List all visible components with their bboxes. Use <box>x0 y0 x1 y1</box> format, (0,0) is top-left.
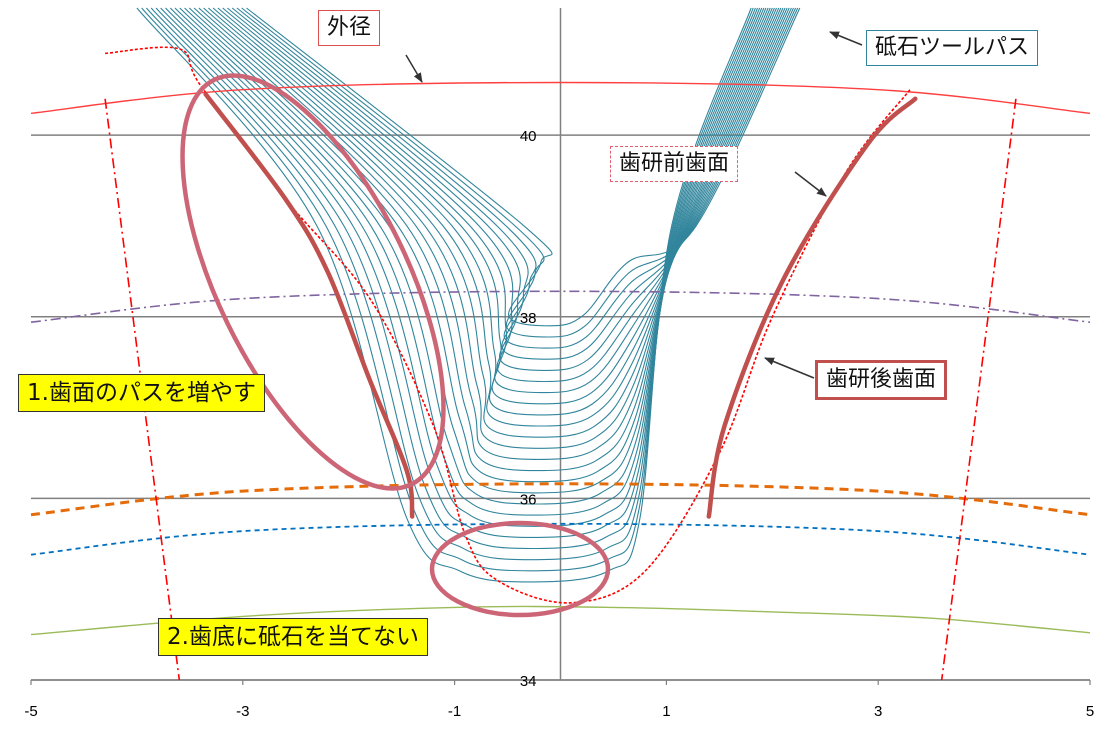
series-line-1 <box>30 290 1091 323</box>
ellipse-flank <box>180 73 446 491</box>
series-line-3 <box>30 522 1091 556</box>
tick-labels: -5 -3 -1 1 3 5 34 36 38 40 <box>24 128 1094 720</box>
y-tick-label: 40 <box>520 128 537 145</box>
series-line-0 <box>30 81 1091 114</box>
leader-post-grind <box>764 357 815 379</box>
profile-curves <box>30 46 1091 681</box>
wheel-path-curve <box>160 7 763 527</box>
wheel-path-curve <box>231 7 794 360</box>
wheel-path-curve <box>208 7 784 416</box>
wheel-path-curve <box>169 7 767 505</box>
x-tick-label: 5 <box>1086 703 1094 720</box>
wheel-path-curve <box>203 7 782 427</box>
series-line-7 <box>706 96 918 519</box>
x-tick-label: -1 <box>448 703 461 720</box>
label-pre-grind: 歯研前歯面 <box>610 146 739 182</box>
wheel-path-curve <box>179 7 771 483</box>
wheel-path-curves <box>136 7 801 583</box>
wheel-path-curve <box>155 7 761 538</box>
x-tick-label: -5 <box>24 703 37 720</box>
wheel-path-curve <box>193 7 778 449</box>
series-line-8 <box>104 98 181 681</box>
wheel-path-curve <box>217 7 788 394</box>
leader-wheel-path <box>829 31 863 46</box>
wheel-path-curve <box>198 7 780 438</box>
wheel-path-curve <box>145 7 756 561</box>
series-line-4 <box>30 605 1091 636</box>
wheel-path-curve <box>246 7 801 327</box>
wheel-path-curve <box>222 7 790 383</box>
wheel-path-curve <box>241 7 799 338</box>
series-line-6 <box>203 92 415 519</box>
ellipse-root <box>429 520 611 618</box>
axes <box>30 8 1091 685</box>
label-wheel-path: 砥石ツールパス <box>866 30 1039 66</box>
y-tick-label: 34 <box>520 673 537 690</box>
series-line-2 <box>30 482 1091 517</box>
leader-pre-grind <box>794 171 827 197</box>
wheel-path-curve <box>141 7 754 572</box>
wheel-path-curve <box>236 7 797 349</box>
wheel-path-curve <box>212 7 786 405</box>
wheel-path-curve <box>188 7 775 460</box>
wheel-path-curve <box>136 7 752 583</box>
y-tick-label: 36 <box>520 491 537 508</box>
x-tick-label: 1 <box>662 703 670 720</box>
x-tick-label: -3 <box>236 703 249 720</box>
wheel-path-curve <box>165 7 765 516</box>
note-avoid-root: 2.歯底に砥石を当てない <box>158 618 428 656</box>
x-tick-label: 3 <box>874 703 882 720</box>
label-outer-diameter: 外径 <box>318 10 381 46</box>
wheel-path-curve <box>150 7 759 550</box>
leader-outer-diameter <box>405 54 423 83</box>
series-line-5 <box>105 46 911 604</box>
y-tick-label: 38 <box>520 310 537 327</box>
wheel-path-curve <box>184 7 773 472</box>
wheel-path-curve <box>227 7 792 371</box>
annotations <box>180 31 863 618</box>
series-line-9 <box>940 98 1017 681</box>
label-post-grind: 歯研後歯面 <box>815 360 948 400</box>
note-increase-flank-path: 1.歯面のパスを増やす <box>18 374 265 412</box>
